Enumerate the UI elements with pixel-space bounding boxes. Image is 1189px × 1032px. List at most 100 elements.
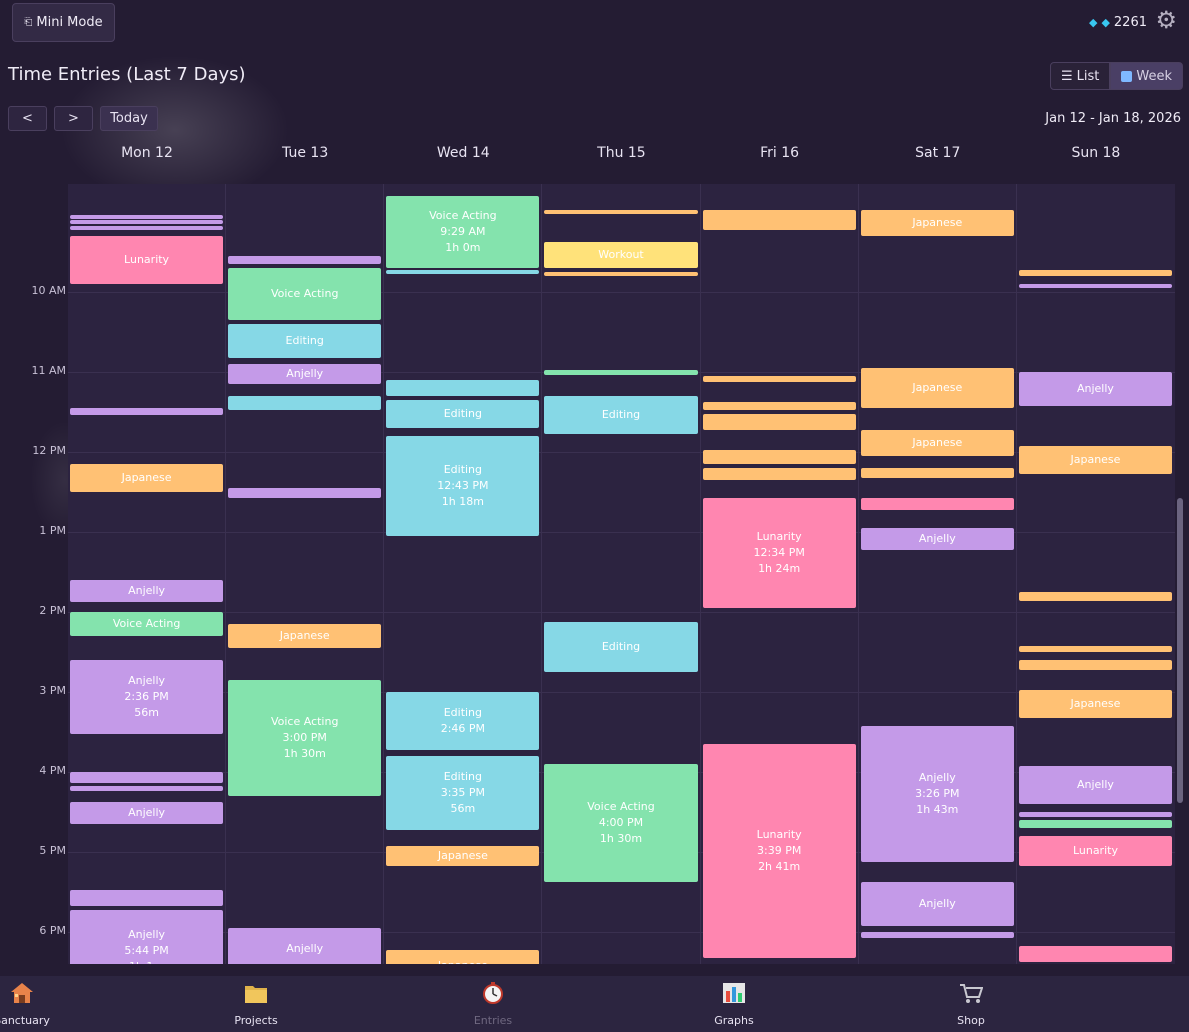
time-entry-editing[interactable]: Editing 12:43 PM 1h 18m (386, 436, 540, 536)
tab-sanctuary[interactable]: Sanctuary (0, 976, 82, 1032)
time-entry-japanese[interactable]: Japanese (70, 464, 224, 492)
list-view-button[interactable]: ☰ List (1049, 62, 1111, 90)
time-entry-japanese[interactable]: Japanese (228, 624, 382, 648)
entry-text: Japanese (912, 381, 963, 394)
prev-week-button[interactable]: < (8, 106, 47, 131)
week-view-button[interactable]: Week (1110, 62, 1183, 90)
time-entry-anjelly[interactable] (70, 225, 224, 230)
time-entry-anjelly[interactable]: Anjelly (70, 580, 224, 603)
entry-text: 12:34 PM (753, 545, 805, 559)
mini-mode-button[interactable]: ⎗ Mini Mode (12, 3, 115, 42)
time-entry-anjelly[interactable]: Anjelly (1018, 372, 1173, 406)
time-entry-editing[interactable] (386, 380, 540, 396)
time-entry-editing[interactable] (228, 396, 382, 410)
time-entry-lunarity[interactable]: Lunarity (70, 236, 224, 284)
entry-text: 12:43 PM (437, 479, 489, 492)
time-entry-japanese[interactable]: Japanese (1018, 690, 1173, 719)
time-entry-editing[interactable]: Editing 2:46 PM (386, 692, 540, 750)
time-entry-lunarity[interactable] (860, 498, 1014, 511)
time-entry-anjelly[interactable] (860, 932, 1014, 939)
time-entry-japanese[interactable] (702, 414, 856, 430)
time-entry-japanese[interactable] (702, 402, 856, 411)
hour-gridline (68, 452, 1175, 453)
time-entry-editing[interactable]: Editing (386, 400, 540, 428)
time-entry-anjelly[interactable] (228, 488, 382, 499)
day-divider (541, 184, 543, 964)
time-entry-anjelly[interactable]: Anjelly 2:36 PM 56m (70, 660, 224, 735)
time-entry-voice[interactable]: Voice Acting 3:00 PM 1h 30m (228, 680, 382, 796)
time-entry-japanese[interactable]: Japanese (386, 950, 540, 964)
scrollbar[interactable] (1177, 498, 1183, 803)
time-entry-japanese[interactable] (702, 210, 856, 231)
entry-text: Editing (601, 639, 641, 653)
time-entry-anjelly[interactable] (70, 890, 224, 907)
time-entry-anjelly[interactable] (1018, 284, 1173, 288)
time-entry-anjelly[interactable] (70, 786, 224, 792)
gear-icon[interactable]: ⚙ (1155, 6, 1177, 34)
time-entry-japanese[interactable] (860, 468, 1014, 479)
tab-entries[interactable]: Entries (433, 976, 553, 1032)
week-grid[interactable]: Lunarity Japanese Anjelly Voice Acting Anjel… (68, 184, 1175, 964)
time-entry-editing[interactable]: Editing (544, 396, 698, 435)
time-entry-lunarity[interactable]: Lunarity 12:34 PM 1h 24m (702, 497, 856, 608)
entry-text: Voice Acting (587, 800, 655, 814)
time-entry-workout[interactable]: Workout (544, 242, 698, 268)
time-entry-japanese[interactable] (1018, 660, 1173, 670)
time-entry-anjelly[interactable]: Anjelly (860, 528, 1014, 550)
hour-gridline (68, 932, 1175, 933)
time-entry-anjelly[interactable] (70, 220, 224, 224)
time-entry-editing[interactable]: Editing 3:35 PM 56m (386, 756, 540, 831)
time-entry-japanese[interactable]: Japanese (386, 846, 540, 867)
time-entry-voice[interactable]: Voice Acting 4:00 PM 1h 30m (544, 764, 698, 883)
time-entry-japanese[interactable]: Japanese (860, 368, 1014, 408)
time-entry-japanese[interactable] (702, 449, 856, 464)
time-entry-anjelly[interactable]: Anjelly (860, 881, 1014, 927)
time-entry-japanese[interactable] (1018, 645, 1173, 652)
time-entry-japanese[interactable] (702, 376, 856, 382)
time-entry-anjelly[interactable] (1018, 812, 1173, 817)
gem-count: 2261 (1113, 15, 1147, 30)
time-entry-lunarity[interactable] (1018, 946, 1173, 963)
time-entry-anjelly[interactable]: Anjelly (228, 928, 382, 964)
time-entry-voice[interactable] (1018, 820, 1173, 828)
time-entry-japanese[interactable]: Japanese (1018, 445, 1173, 474)
time-entry-lunarity[interactable]: Lunarity (1018, 836, 1173, 866)
entry-text: 56m (134, 706, 159, 720)
time-entry-japanese[interactable] (1018, 592, 1173, 601)
tab-shop[interactable]: Shop (911, 976, 1031, 1032)
hour-label: 5 PM (39, 844, 66, 857)
today-button[interactable]: Today (100, 106, 158, 131)
time-entry-anjelly[interactable]: Anjelly (228, 364, 382, 384)
time-entry-anjelly[interactable] (228, 256, 382, 264)
time-entry-voice[interactable] (544, 370, 698, 376)
time-entry-japanese[interactable]: Japanese (860, 429, 1014, 456)
time-entry-editing[interactable]: Editing (228, 324, 382, 359)
time-entry-voice[interactable]: Voice Acting 9:29 AM 1h 0m (386, 196, 540, 268)
time-entry-editing[interactable] (386, 270, 540, 275)
time-entry-anjelly[interactable] (70, 408, 224, 416)
tab-graphs[interactable]: Graphs (674, 976, 794, 1032)
time-entry-japanese[interactable] (544, 272, 698, 276)
time-entry-anjelly[interactable] (70, 214, 224, 219)
time-entry-anjelly[interactable]: Anjelly (1018, 765, 1173, 804)
time-entry-japanese[interactable] (702, 468, 856, 480)
hour-label: 4 PM (39, 764, 66, 777)
hour-label: 12 PM (32, 444, 66, 457)
time-entry-voice[interactable]: Voice Acting (228, 268, 382, 320)
time-entry-japanese[interactable] (544, 209, 698, 214)
time-entry-anjelly[interactable]: Anjelly (70, 802, 224, 824)
time-entry-editing[interactable]: Editing (544, 621, 698, 672)
next-week-button[interactable]: > (54, 106, 93, 131)
time-entry-anjelly[interactable]: Anjelly 3:26 PM 1h 43m (860, 726, 1014, 863)
time-entry-anjelly[interactable] (70, 772, 224, 784)
entry-text: Anjelly (128, 584, 166, 598)
time-entry-japanese[interactable] (1018, 270, 1173, 276)
entry-text: Lunarity (124, 253, 170, 266)
entry-text: 3:35 PM (440, 786, 486, 800)
time-entry-japanese[interactable]: Japanese (860, 210, 1014, 236)
tab-projects[interactable]: Projects (196, 976, 316, 1032)
time-entry-voice[interactable]: Voice Acting (70, 612, 224, 636)
day-header: Tue 13 (282, 145, 329, 161)
time-entry-lunarity[interactable]: Lunarity 3:39 PM 2h 41m (702, 744, 856, 958)
